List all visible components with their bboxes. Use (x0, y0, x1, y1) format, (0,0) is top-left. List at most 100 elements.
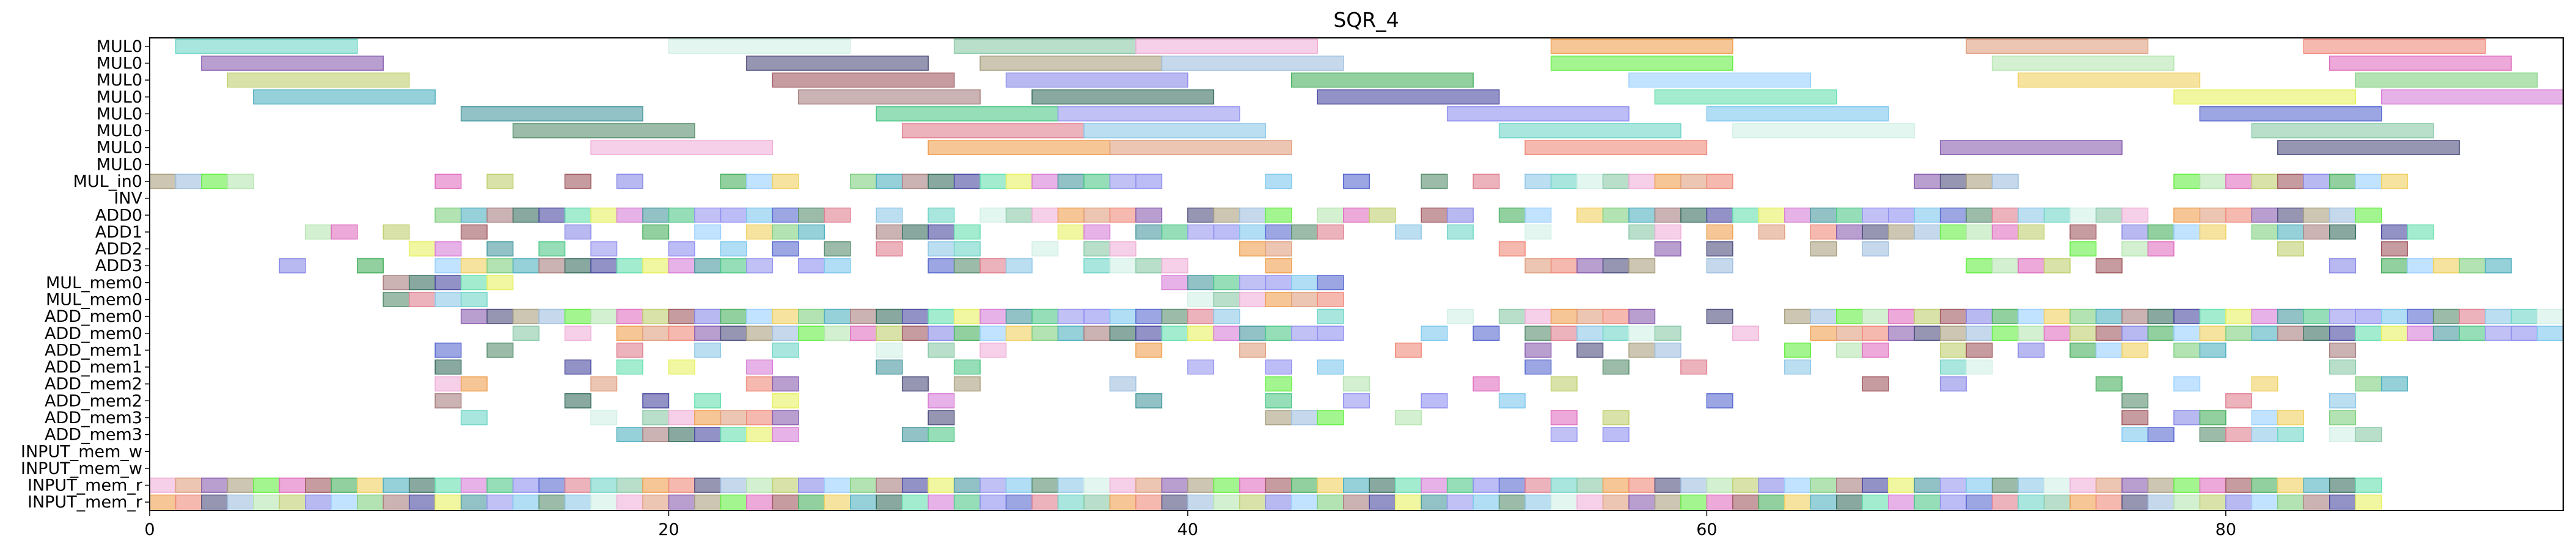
add-unit-cell (1005, 258, 1033, 274)
add-unit-cell (2069, 241, 2097, 256)
add-unit-cell (2173, 224, 2201, 240)
add-unit-cell (928, 207, 955, 223)
add-mem-cell (772, 308, 799, 324)
input-mem-r-cell (798, 494, 825, 510)
add-unit-cell (772, 224, 799, 240)
add-unit-cell (434, 241, 462, 256)
mul0-bar (1031, 89, 1215, 105)
add-mem-cell (694, 343, 722, 358)
add-mem-cell (772, 376, 799, 392)
input-mem-r-cell (2043, 494, 2071, 510)
add-mem-cell (1135, 343, 1163, 358)
input-mem-r-cell (1939, 478, 1967, 493)
mul0-bar (227, 72, 410, 88)
add-mem-cell (1187, 359, 1215, 375)
add-unit-cell (1939, 207, 1967, 223)
y-tick-label: ADD3 (95, 256, 142, 275)
input-mem-r-cell (1265, 478, 1292, 493)
plot-frame (149, 37, 2564, 511)
input-mem-r-cell (1862, 494, 1889, 510)
add-mem-cell (1161, 325, 1188, 341)
add-mem-cell (1498, 393, 1526, 409)
add-mem-cell (928, 410, 955, 426)
add-unit-cell (408, 241, 436, 256)
add-unit-cell (1602, 207, 1630, 223)
input-mem-r-cell (1161, 478, 1188, 493)
add-unit-cell (1887, 207, 1915, 223)
input-mem-r-cell (1317, 494, 1344, 510)
add-unit-cell (1966, 258, 1993, 274)
y-tick-label: MUL_mem0 (46, 290, 142, 309)
mul-mem0-cell (1317, 292, 1344, 307)
add-mem-cell (434, 359, 462, 375)
y-tick-label: ADD_mem1 (45, 358, 142, 377)
add-mem-cell (564, 393, 591, 409)
mul-mem0-cell (1291, 275, 1319, 291)
add-mem-cell (2329, 410, 2356, 426)
mul-in0-cell (1602, 173, 1630, 189)
input-mem-r-cell (2018, 478, 2045, 493)
mul-mem0-cell (460, 292, 488, 307)
add-unit-cell (1187, 207, 1215, 223)
add-mem-cell (1628, 325, 1656, 341)
mul-in0-cell (2329, 173, 2356, 189)
input-mem-r-cell (1031, 478, 1059, 493)
input-mem-r-cell (2199, 494, 2227, 510)
input-mem-r-cell (2303, 494, 2330, 510)
add-unit-cell (616, 258, 643, 274)
add-mem-cell (1836, 325, 1863, 341)
input-mem-r-cell (746, 494, 774, 510)
add-mem-cell (668, 410, 695, 426)
add-mem-cell (694, 325, 722, 341)
add-mem-cell (1784, 359, 1812, 375)
add-unit-cell (2121, 224, 2149, 240)
add-unit-cell (1758, 207, 1785, 223)
input-mem-r-cell (1810, 478, 1837, 493)
add-unit-cell (668, 241, 695, 256)
mul0-bar (2329, 56, 2512, 71)
add-mem-cell (1109, 308, 1136, 324)
add-mem-cell (564, 308, 591, 324)
add-unit-cell (668, 258, 695, 274)
add-mem-cell (2121, 410, 2149, 426)
add-mem-cell (2199, 308, 2227, 324)
input-mem-r-cell (1524, 478, 1552, 493)
add-unit-cell (642, 258, 670, 274)
add-mem-cell (2147, 308, 2175, 324)
add-unit-cell (876, 241, 903, 256)
add-mem-cell (2225, 393, 2253, 409)
add-mem-cell (642, 308, 670, 324)
add-mem-cell (2329, 325, 2356, 341)
add-mem-cell (1005, 325, 1033, 341)
mul-in0-cell (1524, 173, 1552, 189)
input-mem-r-cell (876, 494, 903, 510)
add-mem-cell (2380, 308, 2408, 324)
mul-in0-cell (2355, 173, 2382, 189)
input-mem-r-cell (1680, 494, 1708, 510)
input-mem-r-cell (2277, 478, 2305, 493)
add-mem-cell (1602, 308, 1630, 324)
input-mem-r-cell (1421, 478, 1448, 493)
add-mem-cell (1706, 308, 1733, 324)
add-mem-cell (1602, 410, 1630, 426)
add-mem-cell (1887, 308, 1915, 324)
add-mem-cell (746, 359, 774, 375)
add-mem-cell (1343, 376, 1370, 392)
mul-mem0-cell (408, 292, 436, 307)
add-mem-cell (642, 325, 670, 341)
add-mem-cell (2095, 343, 2123, 358)
input-mem-r-cell (901, 478, 929, 493)
add-unit-cell (1446, 224, 1474, 240)
add-unit-cell (1991, 258, 2019, 274)
input-mem-r-cell (928, 494, 955, 510)
add-mem-cell (642, 410, 670, 426)
y-tick-label: MUL0 (97, 139, 142, 158)
add-unit-cell (2018, 258, 2045, 274)
add-unit-cell (1524, 258, 1552, 274)
add-mem-cell (1966, 359, 1993, 375)
input-mem-r-cell (1187, 494, 1215, 510)
add-unit-cell (2303, 207, 2330, 223)
add-mem-cell (2484, 325, 2512, 341)
input-mem-r-cell (1473, 478, 1500, 493)
add-unit-cell (1498, 241, 1526, 256)
